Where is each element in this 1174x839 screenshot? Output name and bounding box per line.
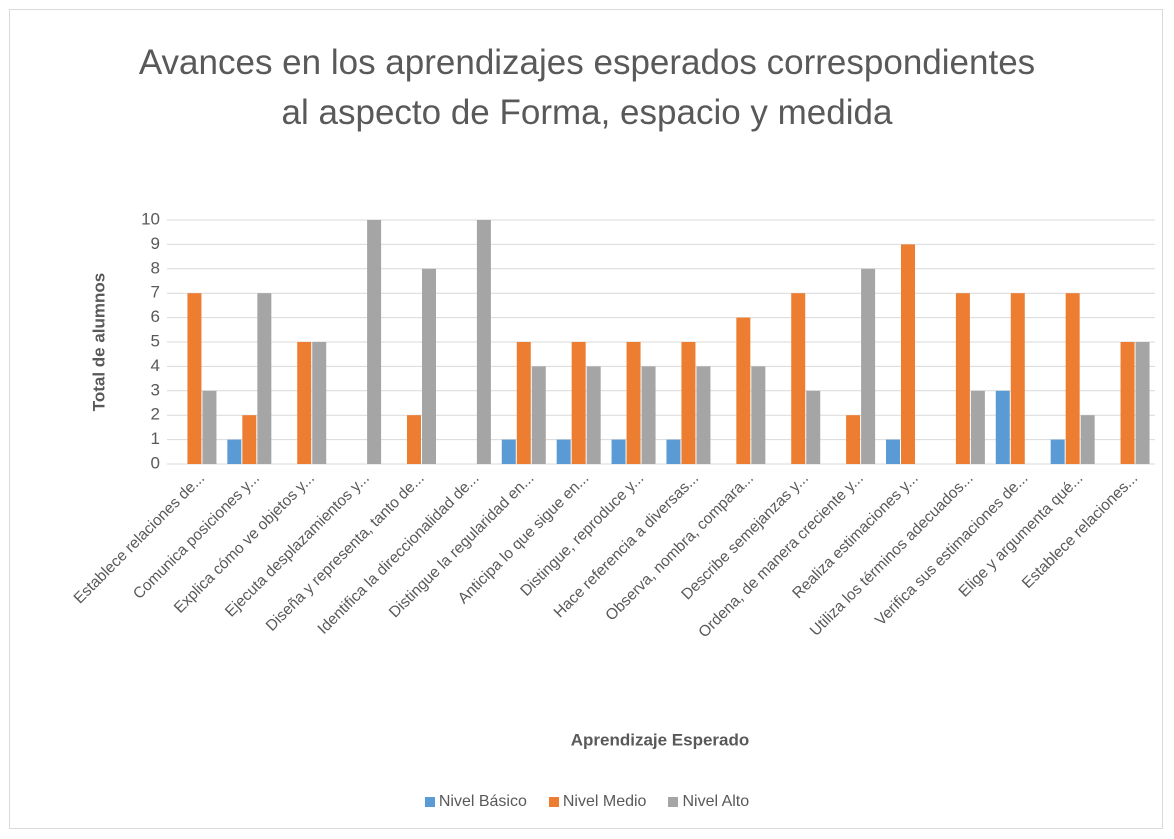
bar (312, 342, 327, 464)
legend-item: Nivel Medio (548, 793, 647, 811)
legend-swatch (548, 797, 559, 807)
bar (1010, 293, 1025, 464)
bar (626, 342, 641, 464)
bar (501, 439, 516, 464)
bar (367, 220, 382, 464)
legend-label: Nivel Alto (682, 793, 750, 810)
bar (901, 244, 915, 464)
bar (1050, 439, 1065, 464)
chart-title: Avances en los aprendizajes esperados co… (138, 43, 1036, 132)
bar (886, 439, 900, 464)
bar (187, 293, 202, 464)
bar (242, 415, 257, 464)
bar (586, 366, 601, 464)
bar (556, 439, 571, 464)
bar (955, 293, 970, 464)
bar (861, 268, 876, 464)
bar (297, 342, 312, 464)
bar (791, 293, 806, 464)
bar (202, 390, 217, 464)
chart-frame (9, 9, 1163, 829)
x-axis-title: Aprendizaje Esperado (571, 730, 750, 749)
y-tick-label: 2 (151, 405, 160, 424)
bar (751, 366, 766, 464)
y-tick-label: 6 (151, 307, 160, 326)
bar (1120, 342, 1135, 464)
bar (1065, 293, 1080, 464)
bar (422, 268, 436, 464)
bar (476, 220, 491, 464)
bar (806, 390, 821, 464)
bar (995, 390, 1010, 464)
bar (846, 415, 861, 464)
legend-swatch (424, 797, 435, 807)
y-tick-label: 3 (151, 380, 160, 399)
x-tick-label: Establece relaciones... (1019, 470, 1141, 592)
bar (611, 439, 626, 464)
y-tick-label: 7 (151, 283, 160, 302)
bar (1080, 415, 1095, 464)
bar (666, 439, 681, 464)
legend: Nivel Básico Nivel Medio Nivel Alto (0, 793, 1174, 811)
bar (641, 366, 656, 464)
y-tick-label: 9 (151, 234, 160, 253)
bar (407, 415, 421, 464)
bar (571, 342, 586, 464)
bar (696, 366, 711, 464)
bar (227, 439, 242, 464)
legend-label: Nivel Medio (562, 793, 647, 810)
y-tick-label: 10 (141, 209, 160, 228)
bar (681, 342, 696, 464)
bar (736, 317, 751, 464)
legend-label: Nivel Básico (438, 793, 527, 810)
bar (970, 390, 985, 464)
legend-swatch (668, 797, 679, 807)
y-tick-label: 4 (151, 356, 160, 375)
bar (531, 366, 546, 464)
bar (516, 342, 531, 464)
y-tick-label: 1 (151, 429, 160, 448)
legend-item: Nivel Alto (668, 793, 749, 811)
y-tick-label: 0 (151, 453, 160, 472)
y-tick-label: 5 (151, 331, 160, 350)
bar (257, 293, 272, 464)
y-axis-title: Total de alumnos (89, 273, 108, 412)
legend-item: Nivel Básico (424, 793, 527, 811)
bar (1135, 342, 1150, 464)
y-tick-label: 8 (151, 258, 160, 277)
